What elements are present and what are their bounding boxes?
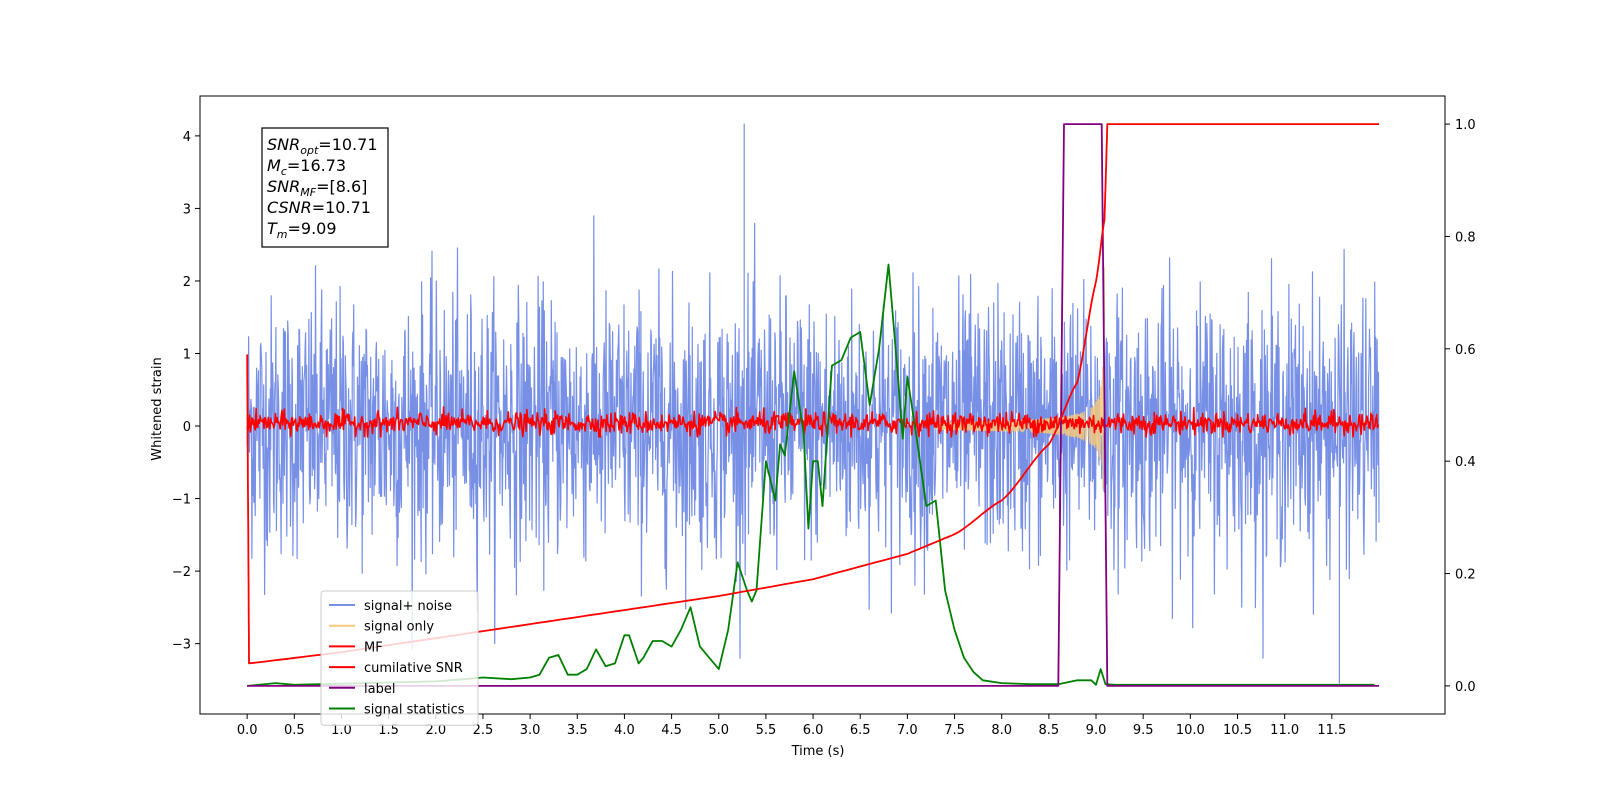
x-tick-label: 9.0: [1086, 723, 1107, 738]
axes-frame: [199, 95, 1446, 715]
legend-entry: signal only: [364, 620, 434, 635]
x-tick-label: 2.5: [473, 723, 494, 738]
axes: 0.0 0.5 1.0 1.5 2.0 2.5 3.0 3.5 4.0 4.5 5.0 5.5 6.0 6…: [172, 95, 1476, 738]
x-tick-label: 7.5: [944, 723, 965, 738]
x-tick-label: 9.5: [1133, 723, 1154, 738]
y2-tick-label: 0.2: [1455, 568, 1476, 583]
y-tick-label: −3: [172, 638, 191, 653]
annotation-line: SNRMF=[8.6]: [267, 177, 367, 199]
x-tick-label: 7.0: [897, 723, 918, 738]
y-tick-label: 3: [183, 202, 191, 217]
x-tick-label: 4.5: [661, 723, 682, 738]
legend-entry: signal+ noise: [364, 599, 452, 614]
x-tick-label: 1.0: [331, 723, 352, 738]
x-tick-label: 6.5: [850, 723, 871, 738]
y-tick-label: 0: [183, 420, 191, 435]
x-tick-label: 6.0: [803, 723, 824, 738]
x-tick-label: 11.5: [1317, 723, 1346, 738]
y2-tick-label: 0.4: [1455, 455, 1476, 470]
x-tick-label: 2.0: [425, 723, 446, 738]
x-axis-label: Time (s): [791, 744, 845, 759]
x-tick-label: 5.5: [756, 723, 777, 738]
x-tick-label: 5.0: [708, 723, 729, 738]
y2-tick-label: 1.0: [1455, 118, 1476, 133]
legend-entry: signal statistics: [364, 703, 465, 718]
y-tick-label: −2: [172, 565, 191, 580]
series-mf-line: [246, 406, 1380, 438]
y-axis-label: Whitened strain: [150, 357, 165, 460]
y-tick-label: 2: [183, 275, 191, 290]
x-tick-label: 0.5: [284, 723, 305, 738]
x-tick-label: 4.0: [614, 723, 635, 738]
annotation-line: CSNR=10.71: [267, 198, 371, 217]
series-label-line: [247, 123, 1379, 687]
y-tick-label: 4: [183, 130, 191, 145]
annotation-box: SNRopt=10.71Mc=16.73SNRMF=[8.6]CSNR=10.7…: [261, 127, 389, 248]
legend-entry: cumilative SNR: [364, 661, 463, 676]
x-tick-label: 8.5: [1039, 723, 1060, 738]
legend: signal+ noise signal only MF cumilative SNR…: [320, 590, 479, 726]
x-tick-label: 0.0: [237, 723, 258, 738]
y-tick-label: −1: [172, 493, 191, 508]
x-tick-label: 10.0: [1176, 723, 1205, 738]
legend-entry: MF: [364, 640, 383, 655]
legend-frame: [320, 590, 479, 726]
x-tick-label: 3.0: [520, 723, 541, 738]
x-tick-label: 1.5: [378, 723, 399, 738]
series-signal-statistics-line: [247, 263, 1375, 687]
y-tick-label: 1: [183, 348, 191, 363]
annotation-frame: [261, 127, 389, 248]
y2-tick-label: 0.8: [1455, 230, 1476, 245]
x-tick-label: 8.0: [991, 723, 1012, 738]
annotation-line: SNRopt=10.71: [267, 135, 378, 157]
legend-entry: label: [364, 682, 395, 697]
x-tick-label: 10.5: [1223, 723, 1252, 738]
annotation-line: Tm=9.09: [267, 219, 337, 241]
annotation-line: Mc=16.73: [267, 156, 346, 178]
y2-tick-label: 0.6: [1455, 343, 1476, 358]
x-tick-label: 3.5: [567, 723, 588, 738]
y2-tick-label: 0.0: [1455, 680, 1476, 695]
x-tick-label: 11.0: [1270, 723, 1299, 738]
